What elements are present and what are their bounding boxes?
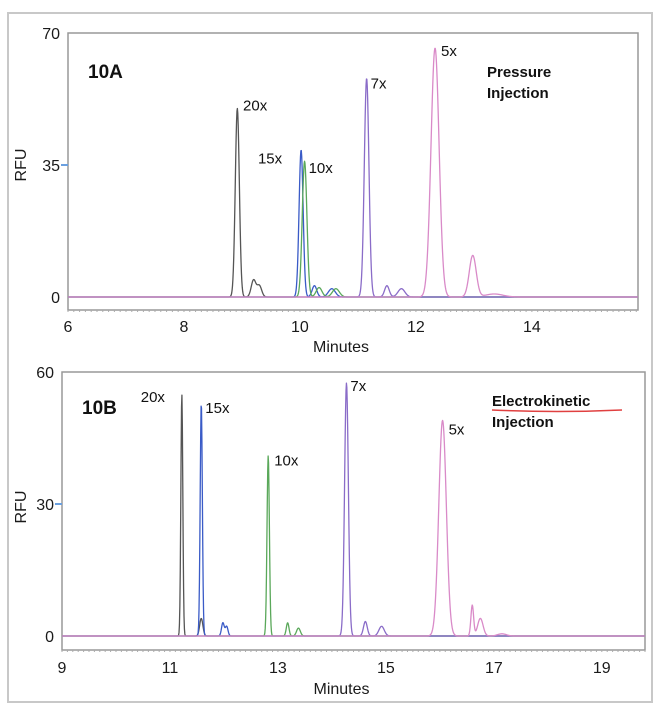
- peak-label: 20x: [243, 97, 268, 114]
- x-axis-title: Minutes: [313, 681, 369, 698]
- injection-title-line: Injection: [487, 85, 549, 102]
- spellcheck-underline: [491, 409, 623, 413]
- x-tick-label: 17: [485, 660, 503, 677]
- trace-15x: [61, 405, 646, 637]
- panel-label: 10B: [82, 398, 117, 419]
- peak-label: 20x: [141, 389, 166, 406]
- x-tick-label: 8: [180, 319, 189, 336]
- trace-15x: [67, 149, 639, 298]
- trace-20x: [67, 107, 639, 298]
- y-tick-label: 30: [36, 497, 54, 514]
- y-tick-label: 60: [36, 365, 54, 382]
- y-tick-label: 0: [45, 629, 54, 646]
- peak-label: 10x: [309, 160, 334, 177]
- trace-10x: [67, 160, 639, 298]
- x-tick-label: 19: [593, 660, 611, 677]
- figure-frame: [7, 12, 653, 703]
- trace-7x: [67, 78, 639, 298]
- peak-label: 15x: [258, 151, 283, 168]
- trace-10x: [61, 455, 646, 637]
- panel-10b: 0 30 60 9 11 13 15 17 19 Minutes RFU 10B Electrokine…: [13, 365, 646, 698]
- peak-label: 7x: [350, 378, 366, 395]
- x-tick-label: 9: [58, 660, 67, 677]
- peak-label: 5x: [441, 43, 457, 60]
- y-axis-title: RFU: [13, 491, 30, 524]
- trace-7x: [61, 382, 646, 637]
- injection-title-line: Injection: [492, 414, 554, 431]
- x-tick-label: 10: [291, 319, 309, 336]
- plot-area-border: [67, 32, 639, 311]
- plot-area-border: [61, 371, 646, 651]
- panel-10a: 0 35 70 6 8 10 12 14 Minutes RFU 10A Pressure Inject…: [13, 26, 639, 356]
- x-tick-label: 15: [377, 660, 395, 677]
- injection-title-line: Pressure: [487, 64, 551, 81]
- peak-label: 15x: [205, 400, 230, 417]
- x-tick-label: 11: [162, 660, 179, 677]
- y-axis-title: RFU: [13, 149, 30, 182]
- x-axis-title: Minutes: [313, 339, 369, 356]
- y-tick-label: 70: [42, 26, 60, 43]
- peak-label: 7x: [371, 76, 387, 93]
- x-tick-label: 14: [523, 319, 541, 336]
- trace-5x: [61, 419, 646, 637]
- injection-title-line: Electrokinetic: [492, 393, 590, 410]
- panel-label: 10A: [88, 62, 123, 83]
- x-tick-label: 6: [64, 319, 73, 336]
- trace-20x: [61, 394, 646, 637]
- peak-label: 5x: [449, 421, 465, 438]
- peak-label: 10x: [274, 453, 299, 470]
- trace-5x: [67, 47, 639, 298]
- x-tick-label: 12: [407, 319, 425, 336]
- y-tick-label: 0: [51, 290, 60, 307]
- x-tick-label: 13: [269, 660, 287, 677]
- y-tick-label: 35: [42, 158, 60, 175]
